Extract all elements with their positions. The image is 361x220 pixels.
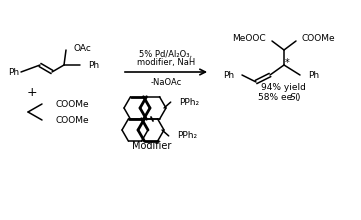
Text: 5% Pd/Al₂O₃,: 5% Pd/Al₂O₃, bbox=[139, 50, 192, 59]
Text: -NaOAc: -NaOAc bbox=[151, 77, 182, 86]
Text: PPh₂: PPh₂ bbox=[177, 131, 197, 140]
Text: ): ) bbox=[296, 92, 300, 101]
Text: COOMe: COOMe bbox=[56, 116, 90, 125]
Text: Ph: Ph bbox=[88, 61, 99, 70]
Text: COOMe: COOMe bbox=[302, 33, 336, 42]
Text: PPh₂: PPh₂ bbox=[179, 98, 199, 107]
Text: *: * bbox=[284, 58, 290, 68]
Text: MeOOC: MeOOC bbox=[232, 33, 266, 42]
Text: 58% ee (: 58% ee ( bbox=[258, 92, 299, 101]
Text: Ph: Ph bbox=[8, 68, 19, 77]
Text: Ph: Ph bbox=[223, 70, 234, 79]
Text: +: + bbox=[27, 86, 37, 99]
Text: 94% yield: 94% yield bbox=[261, 82, 305, 92]
Text: OAc: OAc bbox=[74, 44, 92, 53]
Text: modifier, NaH: modifier, NaH bbox=[137, 57, 195, 66]
Text: S: S bbox=[290, 92, 296, 101]
Text: Modifier: Modifier bbox=[132, 141, 172, 151]
Text: Ph: Ph bbox=[308, 70, 319, 79]
Text: COOMe: COOMe bbox=[56, 99, 90, 108]
